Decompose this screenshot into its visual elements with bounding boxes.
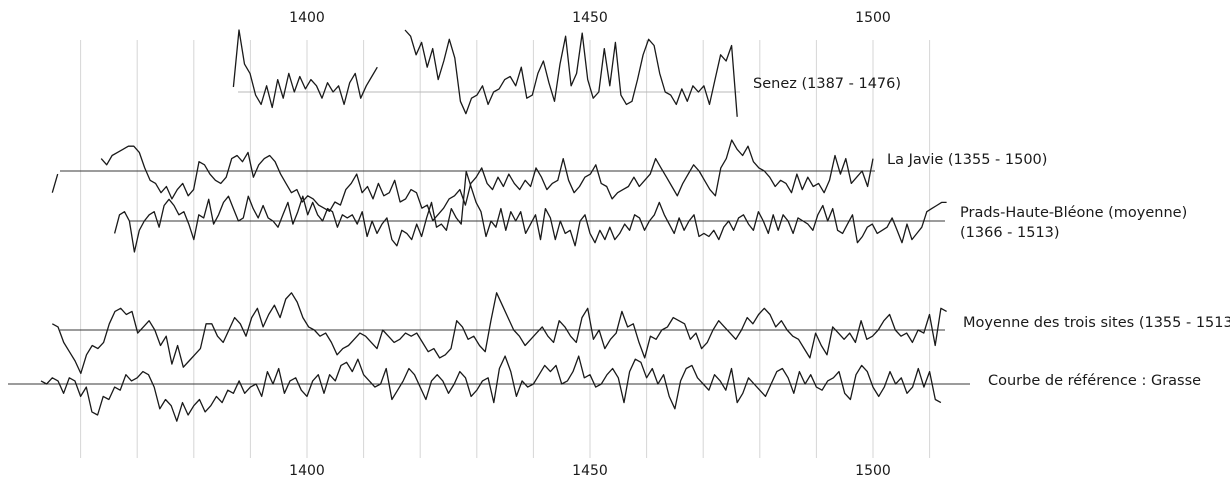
tick-bottom-1450: 1450: [572, 463, 608, 479]
series-label-4-line-0: Courbe de référence : Grasse: [988, 373, 1201, 389]
series-label-2-line-0: Prads-Haute-Bléone (moyenne): [960, 205, 1187, 221]
series-label-3-line-0: Moyenne des trois sites (1355 - 1513): [963, 315, 1230, 331]
tick-bottom-1400: 1400: [289, 463, 325, 479]
series-line-0: [232, 29, 738, 117]
series-label-1-line-0: La Javie (1355 - 1500): [887, 152, 1047, 168]
series-line-1: [51, 139, 874, 222]
series-line-2: [113, 170, 947, 253]
tick-top-1500: 1500: [855, 10, 891, 26]
series-label-0-line-0: Senez (1387 - 1476): [753, 76, 901, 92]
series-line-3: [51, 292, 947, 375]
series-label-2-line-1: (1366 - 1513): [960, 225, 1060, 241]
series-labels: Senez (1387 - 1476) La Javie (1355 - 1500…: [753, 76, 1230, 389]
tick-top-1400: 1400: [289, 10, 325, 26]
tick-bottom-1500: 1500: [855, 463, 891, 479]
vertical-gridlines: [80, 40, 931, 458]
series-line-4: [40, 355, 942, 422]
series-baselines: [8, 91, 970, 385]
year-tick-labels: 1400 1400 1450 1450 1500 1500: [289, 10, 891, 479]
series-lines: [40, 29, 947, 422]
tick-top-1450: 1450: [572, 10, 608, 26]
